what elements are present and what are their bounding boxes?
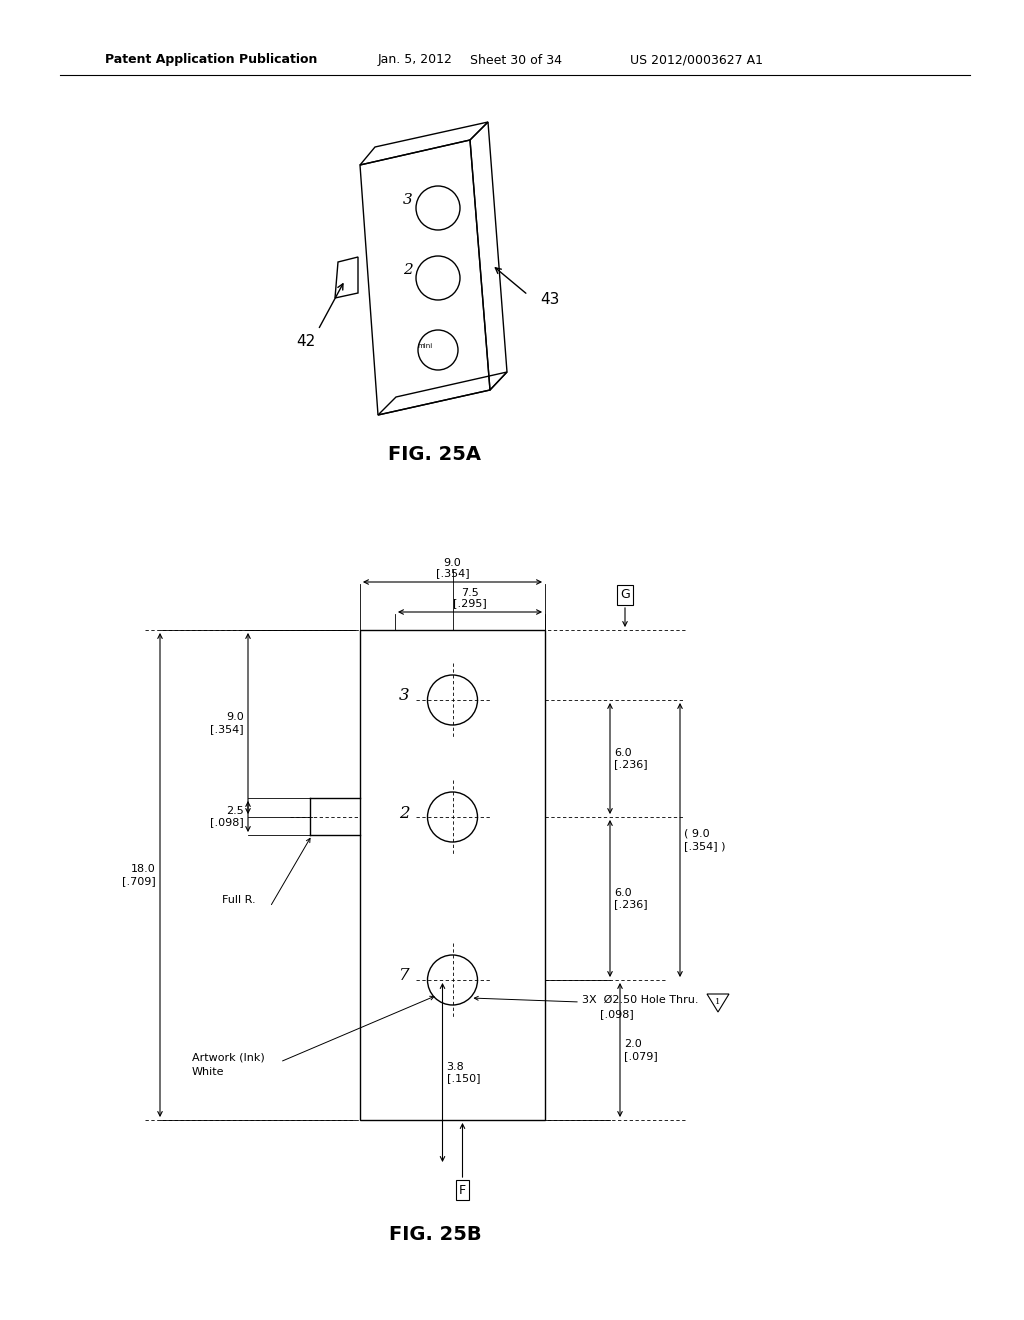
Text: [.098]: [.098] — [600, 1008, 634, 1019]
Text: [.295]: [.295] — [454, 598, 486, 609]
Text: [.709]: [.709] — [122, 876, 156, 886]
Text: [.098]: [.098] — [210, 817, 244, 828]
Text: 9.0: 9.0 — [226, 713, 244, 722]
Bar — [360, 630, 545, 1119]
Text: White: White — [193, 1067, 224, 1077]
Text: 7: 7 — [399, 968, 410, 985]
Text: Patent Application Publication: Patent Application Publication — [105, 54, 317, 66]
Text: 6.0: 6.0 — [614, 747, 632, 758]
Text: 9.0: 9.0 — [443, 558, 462, 568]
Text: 42: 42 — [296, 334, 315, 350]
Text: Artwork (Ink): Artwork (Ink) — [193, 1053, 265, 1063]
Text: ( 9.0: ( 9.0 — [684, 829, 710, 840]
Text: US 2012/0003627 A1: US 2012/0003627 A1 — [630, 54, 763, 66]
Text: [.354]: [.354] — [210, 725, 244, 734]
Text: F: F — [459, 1184, 466, 1196]
Text: [.354]: [.354] — [435, 568, 469, 578]
Text: 6.0: 6.0 — [614, 887, 632, 898]
Text: [.354] ): [.354] ) — [684, 841, 725, 851]
Text: 2: 2 — [403, 263, 413, 277]
Text: [.236]: [.236] — [614, 759, 647, 770]
Text: Full R.: Full R. — [222, 895, 256, 906]
Text: 2: 2 — [399, 804, 410, 821]
Text: 18.0: 18.0 — [131, 865, 156, 874]
Text: 2.5: 2.5 — [226, 805, 244, 816]
Text: 3: 3 — [403, 193, 413, 207]
Text: [.150]: [.150] — [446, 1073, 480, 1084]
Text: 3: 3 — [399, 688, 410, 705]
Text: Sheet 30 of 34: Sheet 30 of 34 — [470, 54, 562, 66]
Text: [.236]: [.236] — [614, 899, 647, 909]
Text: [.079]: [.079] — [624, 1051, 657, 1061]
Text: FIG. 25A: FIG. 25A — [388, 446, 481, 465]
Text: G: G — [621, 589, 630, 602]
Text: 2.0: 2.0 — [624, 1039, 642, 1049]
Text: 3.8: 3.8 — [446, 1061, 464, 1072]
Text: 43: 43 — [540, 293, 559, 308]
Text: 1: 1 — [716, 998, 721, 1006]
Text: 3X  Ø2.50 Hole Thru.: 3X Ø2.50 Hole Thru. — [582, 995, 698, 1005]
Text: mini: mini — [418, 343, 432, 348]
Text: 7.5: 7.5 — [461, 587, 479, 598]
Text: Jan. 5, 2012: Jan. 5, 2012 — [378, 54, 453, 66]
Text: FIG. 25B: FIG. 25B — [389, 1225, 481, 1245]
